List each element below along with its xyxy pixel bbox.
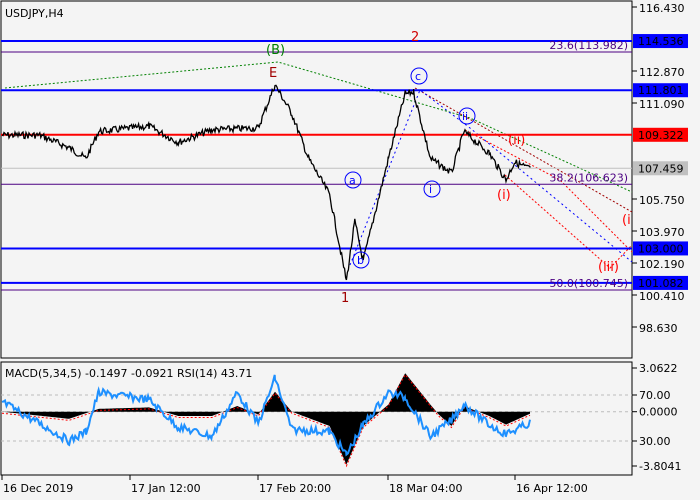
wave-label-iii: (iii)	[598, 260, 619, 275]
red-projection-lower	[504, 174, 633, 269]
red-channel-line	[414, 87, 633, 213]
blue-wave-line	[349, 89, 633, 266]
circle-c	[410, 67, 428, 85]
time-tick-label: 16 Dec 2019	[3, 482, 73, 495]
wave-label-i: i	[429, 183, 432, 196]
price-series	[1, 84, 531, 281]
price-panel-frame	[0, 0, 633, 359]
level-label: 114.536	[638, 35, 684, 48]
level-badge	[633, 161, 688, 176]
indicator-tick-label: 3.0622	[639, 362, 678, 375]
level-badge	[633, 83, 688, 98]
time-tick-label: 18 Mar 04:00	[389, 482, 462, 495]
circle-a	[344, 171, 362, 189]
level-badge	[633, 275, 688, 290]
chart-title: USDJPY,H4	[5, 7, 64, 20]
indicator-tick-label: 0.0000	[639, 406, 678, 419]
level-badge	[633, 127, 688, 142]
circle-b	[352, 251, 370, 269]
indicator-tick-label: 30.00	[639, 435, 671, 448]
indicator-tick-label: -3.8041	[639, 460, 681, 473]
price-tick-label: 100.410	[639, 290, 685, 303]
wave-label-b: b	[357, 254, 364, 267]
wave-guides	[4, 61, 633, 269]
price-tick-label: 102.190	[639, 258, 685, 271]
fib-label: 38.2(106.623)	[549, 171, 628, 184]
indicator-tick-label: 70.00	[639, 389, 671, 402]
wave-label-c: c	[415, 70, 421, 83]
wave-label-ii: ii	[462, 110, 468, 123]
wave-label-1: 1	[341, 291, 349, 306]
level-label: 107.459	[638, 162, 684, 175]
wave-label-i-right: (i	[622, 213, 631, 228]
indicator-panel-frame	[0, 361, 633, 476]
rsi-line	[1, 374, 531, 457]
level-badge	[633, 34, 688, 49]
time-tick-label: 17 Jan 12:00	[131, 482, 201, 495]
level-label: 111.801	[638, 84, 684, 97]
indicator-label: MACD(5,34,5) -0.1497 -0.0921 RSI(14) 43.…	[5, 367, 252, 380]
wave-label-2: 2	[411, 30, 419, 45]
level-label: 101.082	[638, 277, 684, 290]
level-badge	[633, 241, 688, 256]
green-trendline	[4, 61, 633, 193]
price-tick-label: 116.430	[639, 2, 685, 15]
price-tick-label: 111.090	[639, 98, 685, 111]
price-tick-label: 98.630	[639, 322, 678, 335]
wave-label-i-paren: (i)	[497, 188, 511, 203]
price-tick-label: 112.870	[639, 66, 685, 79]
time-tick-label: 16 Apr 12:00	[516, 482, 588, 495]
wave-label-E: E	[269, 66, 277, 81]
macd-signal-line	[1, 373, 531, 468]
wave-label-B: (B)	[266, 43, 285, 58]
circle-i	[423, 180, 441, 198]
price-tick-label: 105.750	[639, 194, 685, 207]
red-projection-upper	[464, 129, 633, 253]
circle-ii	[458, 107, 476, 125]
level-label: 109.322	[638, 129, 684, 142]
fib-label: 50.0(100.745)	[549, 277, 628, 290]
time-tick-label: 17 Feb 20:00	[259, 482, 331, 495]
wave-label-ii-paren: (ii)	[508, 133, 525, 148]
level-label: 103.000	[638, 242, 684, 255]
fib-label: 23.6(113.982)	[549, 39, 628, 52]
wave-label-a: a	[349, 174, 356, 187]
price-tick-label: 103.970	[639, 226, 685, 239]
